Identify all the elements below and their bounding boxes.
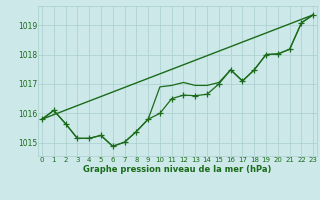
X-axis label: Graphe pression niveau de la mer (hPa): Graphe pression niveau de la mer (hPa) [84, 165, 272, 174]
